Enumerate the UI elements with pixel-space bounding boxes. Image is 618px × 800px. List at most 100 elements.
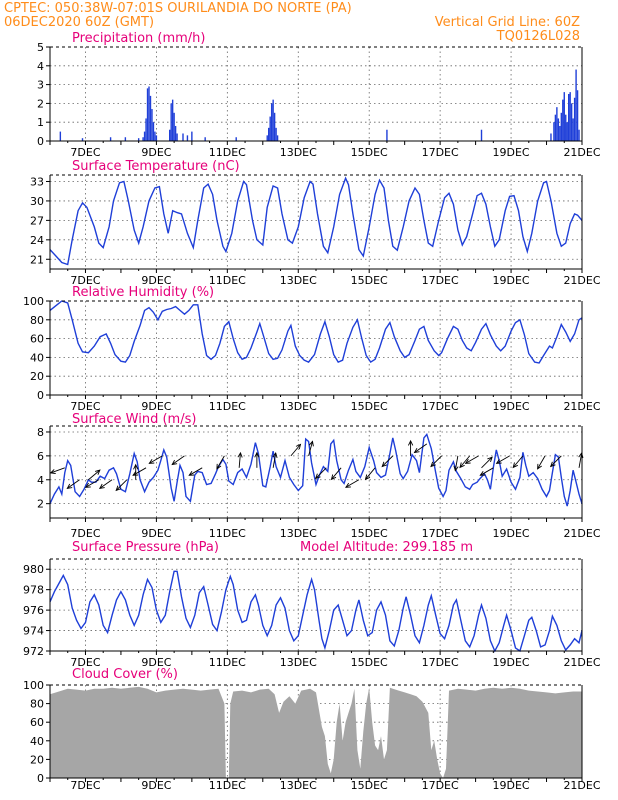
- wind-arrow: [430, 455, 442, 467]
- y-tick-label: 0: [37, 389, 44, 402]
- panel-title-wind: Surface Wind (m/s): [72, 412, 196, 427]
- precip-bar: [59, 131, 62, 141]
- wind-arrow-head: [84, 482, 91, 488]
- precip-bar: [182, 133, 184, 141]
- wind-arrow-head: [381, 461, 388, 468]
- y-tick-label: 972: [23, 645, 44, 658]
- wind-arrow: [414, 443, 428, 453]
- wind-arrow: [67, 479, 80, 489]
- wind-arrow-head: [537, 463, 542, 470]
- precip-bar: [152, 122, 155, 141]
- y-tick-label: 2: [37, 498, 44, 511]
- wind-arrow: [381, 455, 394, 467]
- precip-bar: [560, 112, 563, 141]
- wind-arrow-head: [549, 461, 556, 468]
- precip-bar: [154, 131, 156, 141]
- y-tick-label: 80: [30, 314, 44, 327]
- precip-bar: [570, 103, 573, 141]
- wind-arrow: [132, 467, 147, 476]
- wind-arrow-head: [487, 456, 493, 463]
- x-tick-label: 13DEC: [280, 779, 317, 792]
- x-tick-label: 17DEC: [422, 527, 459, 540]
- y-tick-label: 8: [37, 426, 44, 439]
- x-tick-label: 11DEC: [209, 656, 246, 669]
- wind-arrow: [365, 467, 376, 480]
- wind-arrow-head: [295, 443, 302, 450]
- wind-arrow: [85, 479, 99, 488]
- x-tick-label: 11DEC: [209, 274, 246, 287]
- y-tick-label: 4: [37, 474, 44, 487]
- x-tick-label: 15DEC: [351, 527, 388, 540]
- y-tick-label: 60: [30, 333, 44, 346]
- precip-bar: [149, 95, 152, 141]
- series-line-pressure: [49, 570, 583, 653]
- x-tick-label: 13DEC: [280, 527, 317, 540]
- x-tick-label: 17DEC: [422, 656, 459, 669]
- wind-arrow: [308, 441, 313, 456]
- wind-arrow-head: [272, 451, 278, 459]
- wind-arrow: [512, 455, 524, 468]
- x-tick-label: 21DEC: [563, 274, 600, 287]
- panels: Precipitation (mm/h) 0 1 2 3 4 5 7DEC 9DEC 11DEC 1…: [23, 31, 601, 792]
- wind-arrow-head: [413, 447, 420, 454]
- y-tick-label: 974: [23, 625, 44, 638]
- precip-bar: [556, 107, 558, 141]
- precip-bar: [124, 137, 127, 141]
- wind-arrow: [188, 467, 203, 476]
- wind-arrow-head: [407, 439, 414, 446]
- precip-bar: [276, 135, 279, 141]
- y-tick-label: 100: [23, 295, 44, 308]
- panel-wind: Surface Wind (m/s) 2 4 6 8 7DEC 9DEC 11DEC 13DEC…: [37, 412, 601, 540]
- series-line-humidity: [49, 300, 583, 364]
- x-tick-label: 11DEC: [209, 400, 246, 413]
- precip-bar: [268, 127, 270, 141]
- precip-bar: [186, 135, 189, 141]
- precip-bar: [572, 118, 574, 141]
- y-tick-label: 4: [37, 60, 44, 73]
- wind-arrow-head: [330, 474, 337, 481]
- wind-arrow-head: [453, 465, 459, 472]
- wind-arrow: [481, 456, 493, 469]
- x-tick-label: 19DEC: [493, 274, 530, 287]
- precip-bar: [553, 122, 555, 141]
- wind-arrow-head: [132, 470, 139, 476]
- x-tick-label: 15DEC: [351, 656, 388, 669]
- cloud-cover-area: [50, 686, 582, 778]
- wind-arrow: [578, 452, 583, 468]
- panel-precipitation: Precipitation (mm/h) 0 1 2 3 4 5 7DEC 9DEC 11DEC 1…: [37, 31, 601, 159]
- x-tick-label: 11DEC: [209, 779, 246, 792]
- y-tick-label: 5: [37, 41, 44, 54]
- y-tick-label: 80: [30, 698, 44, 711]
- wind-arrow-head: [98, 483, 105, 489]
- y-tick-label: 20: [30, 370, 44, 383]
- precip-bar: [562, 99, 564, 141]
- x-tick-label: 19DEC: [493, 400, 530, 413]
- precip-bar: [176, 133, 178, 141]
- precip-bar: [146, 88, 149, 141]
- wind-arrow: [290, 444, 301, 457]
- x-tick-label: 17DEC: [422, 400, 459, 413]
- y-tick-label: 40: [30, 351, 44, 364]
- x-tick-label: 17DEC: [422, 146, 459, 159]
- precip-bar: [170, 103, 172, 141]
- precip-bar: [151, 109, 153, 141]
- wind-arrow: [345, 479, 360, 488]
- x-tick-label: 19DEC: [493, 146, 530, 159]
- precip-bar: [557, 118, 560, 141]
- y-tick-label: 0: [37, 772, 44, 785]
- x-tick-label: 7DEC: [70, 274, 100, 287]
- precip-bar: [171, 99, 174, 141]
- precip-bar: [266, 135, 268, 141]
- y-tick-label: 1: [37, 116, 44, 129]
- x-tick-label: 19DEC: [493, 656, 530, 669]
- precip-bar: [568, 94, 570, 141]
- header-location: CPTEC: 050:38W-07:01S OURILANDIA DO NORT…: [4, 1, 352, 16]
- wind-arrow: [171, 455, 185, 465]
- x-tick-label: 9DEC: [141, 146, 171, 159]
- precip-bar: [169, 129, 171, 141]
- precip-bar: [578, 129, 580, 141]
- wind-arrow: [99, 479, 113, 489]
- y-tick-label: 978: [23, 584, 44, 597]
- wind-arrow: [465, 455, 479, 464]
